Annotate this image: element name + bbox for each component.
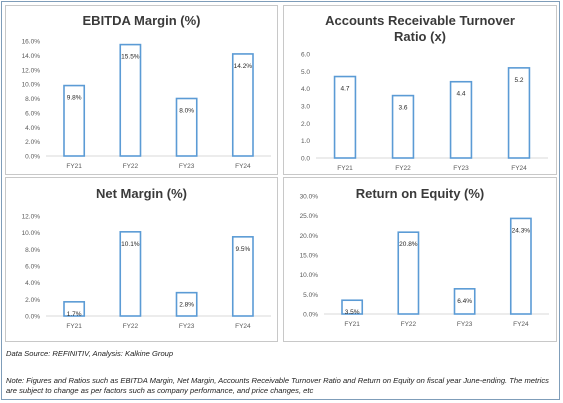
y-tick-label: 0.0%	[25, 314, 40, 321]
bar-fy21	[333, 75, 357, 159]
x-tick-label: FY21	[66, 163, 82, 170]
bar-fy22	[397, 231, 420, 315]
bar-fy21	[341, 299, 364, 315]
x-tick-label: FY24	[235, 163, 251, 170]
y-tick-label: 0.0%	[25, 154, 40, 161]
roe-chart: 0.0% 5.0% 10.0% 15.0% 20.0% 25.0% 30.0% 3.5% FY2…	[300, 194, 549, 328]
bar-fy21	[63, 84, 86, 157]
y-tick-label: 2.0	[301, 121, 310, 128]
data-label: 14.2%	[234, 63, 253, 70]
y-tick-label: 3.0	[301, 104, 310, 111]
x-tick-label: FY23	[179, 163, 195, 170]
y-tick-label: 0.0	[301, 156, 310, 163]
bar-fy24	[231, 236, 254, 317]
x-tick-label: FY22	[123, 163, 139, 170]
y-tick-label: 6.0%	[25, 264, 40, 271]
y-tick-label: 10.0%	[22, 82, 41, 89]
ebitda-margin-panel: EBITDA Margin (%) 0.0% 2.0% 4.0% 6.0% 8.0% 10…	[5, 5, 278, 175]
y-tick-label: 4.0%	[25, 125, 40, 132]
y-tick-label: 16.0%	[22, 39, 41, 46]
x-tick-label: FY23	[179, 323, 195, 330]
y-tick-label: 6.0%	[25, 110, 40, 117]
data-label: 20.8%	[399, 241, 418, 248]
data-label: 10.1%	[121, 241, 140, 248]
chart-title: Return on Equity (%)	[355, 186, 485, 201]
x-tick-label: FY21	[344, 321, 360, 328]
data-label: 6.4%	[457, 298, 472, 305]
y-tick-label: 0.0%	[303, 312, 318, 319]
y-tick-label: 1.0	[301, 138, 310, 145]
y-tick-label: 20.0%	[300, 233, 319, 240]
x-tick-label: FY22	[123, 323, 139, 330]
data-source-text: Data Source: REFINITIV, Analysis: Kalkin…	[6, 349, 174, 358]
y-tick-label: 8.0%	[25, 96, 40, 103]
data-label: 1.7%	[67, 311, 82, 318]
y-tick-label: 5.0%	[303, 292, 318, 299]
data-label: 4.7	[340, 86, 349, 93]
bar-fy22	[119, 43, 142, 157]
y-tick-label: 2.0%	[25, 139, 40, 146]
x-tick-label: FY21	[337, 165, 353, 172]
y-tick-label: 14.0%	[22, 53, 41, 60]
bar-fy23	[175, 97, 198, 157]
y-tick-label: 10.0%	[300, 272, 319, 279]
data-label: 24.3%	[512, 227, 531, 234]
net-margin-chart: 0.0% 2.0% 4.0% 6.0% 8.0% 10.0% 12.0% 1.7% FY21 10…	[22, 214, 271, 330]
note-text: Note: Figures and Ratios such as EBITDA …	[6, 376, 549, 395]
data-label: 15.5%	[121, 54, 140, 61]
ebitda-margin-chart: 0.0% 2.0% 4.0% 6.0% 8.0% 10.0% 12.0% 14.0% 16.0%…	[22, 39, 271, 170]
y-tick-label: 4.0%	[25, 280, 40, 287]
data-label: 4.4	[456, 91, 465, 98]
data-label: 9.8%	[67, 95, 82, 102]
data-label: 9.5%	[235, 246, 250, 253]
x-tick-label: FY24	[235, 323, 251, 330]
y-tick-label: 30.0%	[300, 194, 319, 201]
x-tick-label: FY23	[457, 321, 473, 328]
x-tick-label: FY21	[66, 323, 82, 330]
ar-turnover-chart: 0.0 1.0 2.0 3.0 4.0 5.0 6.0 4.7 FY21 3.6 FY22 4.4 FY…	[301, 52, 548, 172]
ar-turnover-panel: Accounts Receivable Turnover Ratio (x) 0…	[283, 5, 557, 175]
data-label: 5.2	[514, 77, 523, 84]
x-tick-label: FY24	[511, 165, 527, 172]
y-tick-label: 2.0%	[25, 297, 40, 304]
y-tick-label: 5.0	[301, 69, 310, 76]
y-tick-label: 25.0%	[300, 213, 319, 220]
roe-panel: Return on Equity (%) 0.0% 5.0% 10.0% 15.0% 2…	[283, 177, 557, 342]
y-tick-label: 8.0%	[25, 247, 40, 254]
bar-fy23	[453, 288, 476, 315]
net-margin-panel: Net Margin (%) 0.0% 2.0% 4.0% 6.0% 8.0% 10.0%…	[5, 177, 278, 342]
data-label: 8.0%	[179, 108, 194, 115]
bar-fy24	[507, 67, 531, 159]
y-tick-label: 12.0%	[22, 67, 41, 74]
y-tick-label: 4.0	[301, 86, 310, 93]
y-tick-label: 10.0%	[22, 230, 41, 237]
chart-title: Accounts Receivable Turnover Ratio (x)	[325, 13, 515, 44]
data-label: 3.6	[398, 105, 407, 112]
data-label: 2.8%	[179, 302, 194, 309]
y-tick-label: 6.0	[301, 52, 310, 59]
chart-title: EBITDA Margin (%)	[82, 13, 201, 28]
y-tick-label: 15.0%	[300, 253, 319, 260]
y-tick-label: 12.0%	[22, 214, 41, 221]
bar-fy24	[509, 217, 532, 315]
bar-fy22	[391, 94, 415, 159]
bar-fy21	[63, 301, 86, 317]
bar-fy23	[449, 80, 473, 159]
x-tick-label: FY24	[513, 321, 529, 328]
x-tick-label: FY22	[401, 321, 417, 328]
bar-fy23	[175, 291, 198, 317]
bar-fy24	[231, 53, 254, 157]
data-label: 3.5%	[345, 309, 360, 316]
x-tick-label: FY23	[453, 165, 469, 172]
x-tick-label: FY22	[395, 165, 411, 172]
bar-fy22	[119, 231, 142, 317]
chart-title: Net Margin (%)	[96, 186, 187, 201]
